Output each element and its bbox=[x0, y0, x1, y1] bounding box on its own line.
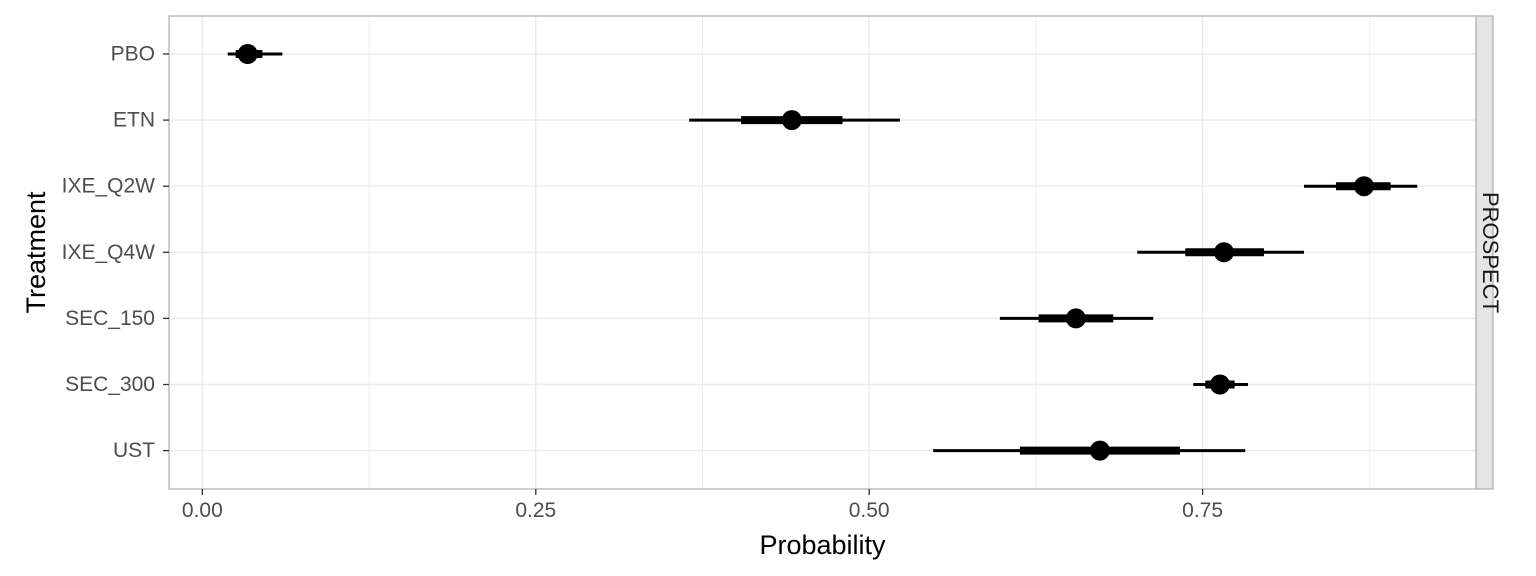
x-tick-label: 0.75 bbox=[1182, 499, 1223, 522]
pointrange-sec-300 bbox=[1193, 374, 1248, 395]
y-tick-label: SEC_300 bbox=[65, 373, 155, 396]
median-point bbox=[1065, 308, 1086, 329]
y-tick-label: UST bbox=[113, 439, 155, 462]
y-tick-label: ETN bbox=[113, 109, 155, 132]
median-point bbox=[1213, 242, 1234, 263]
pointrange-ust bbox=[933, 440, 1246, 461]
x-axis-title: Probability bbox=[759, 530, 886, 560]
y-tick-label: PBO bbox=[111, 43, 155, 66]
facet-strip: PROSPECT bbox=[1475, 15, 1503, 490]
y-axis-title: Treatment bbox=[21, 191, 51, 314]
median-point bbox=[237, 44, 258, 64]
x-tick-label: 0.25 bbox=[515, 499, 556, 522]
pointrange-etn bbox=[689, 110, 900, 131]
pointrange-ixe-q4w bbox=[1137, 242, 1304, 263]
y-tick-label: SEC_150 bbox=[65, 307, 155, 330]
pointrange-pbo bbox=[227, 44, 283, 64]
median-point bbox=[1209, 374, 1230, 395]
facet-strip-background bbox=[1475, 15, 1494, 490]
y-axis: PBO ETN IXE_Q2W IXE_Q4W SEC_150 SEC_300 UST bbox=[62, 43, 169, 462]
median-point bbox=[1089, 440, 1110, 461]
facet-strip-label: PROSPECT bbox=[1478, 192, 1503, 313]
y-tick-label: IXE_Q2W bbox=[62, 175, 156, 198]
median-point bbox=[781, 110, 802, 131]
x-tick-label: 0.50 bbox=[849, 499, 890, 522]
median-point bbox=[1353, 176, 1374, 197]
pointrange-ixe-q2w bbox=[1303, 176, 1418, 197]
x-tick-label: 0.00 bbox=[182, 499, 223, 522]
pointrange-sec-150 bbox=[999, 308, 1154, 329]
x-axis: 0.00 0.25 0.50 0.75 bbox=[182, 489, 1223, 522]
y-tick-label: IXE_Q4W bbox=[62, 241, 156, 264]
interval-marks bbox=[227, 44, 1418, 461]
